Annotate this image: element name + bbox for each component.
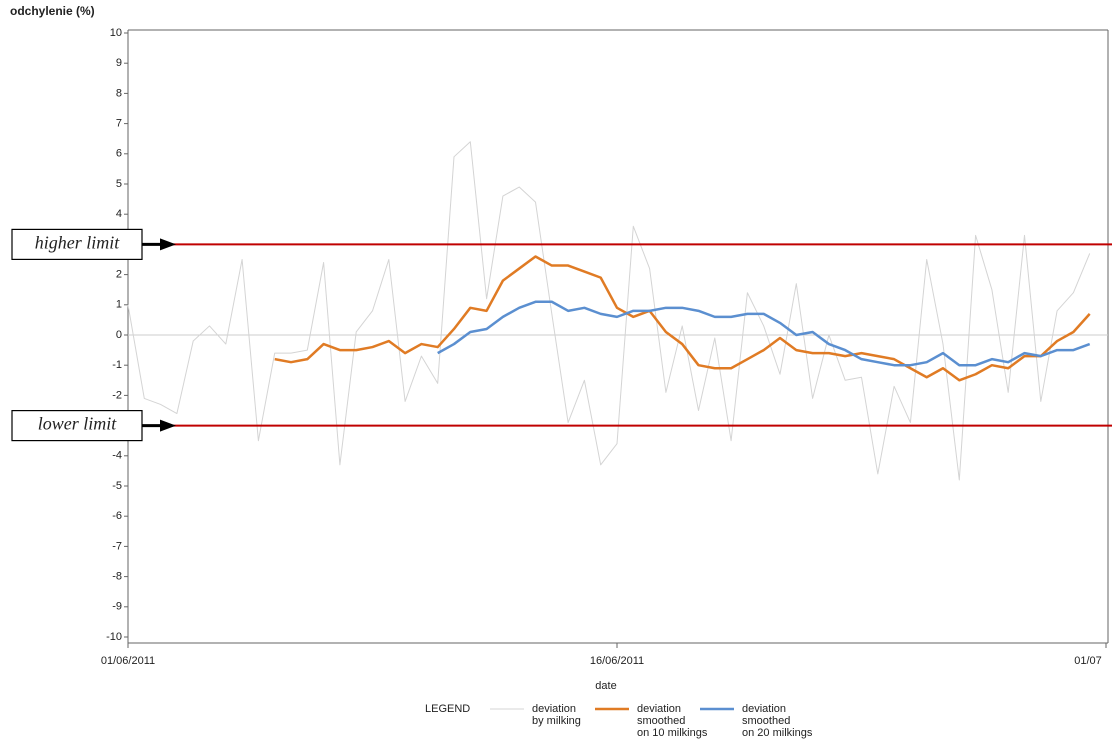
y-tick-label: -9 bbox=[112, 601, 122, 613]
y-tick-label: 7 bbox=[116, 118, 122, 130]
series-line bbox=[437, 300, 1091, 367]
y-tick-label: 2 bbox=[116, 269, 122, 281]
legend-label: deviation by milking bbox=[532, 703, 581, 727]
y-tick-label: -4 bbox=[112, 450, 122, 462]
limit-label: higher limit bbox=[35, 233, 120, 253]
y-tick-label: -1 bbox=[112, 359, 122, 371]
x-tick-label: 16/06/2011 bbox=[590, 655, 644, 667]
limit-box bbox=[11, 228, 143, 260]
x-axis-label: date bbox=[595, 680, 616, 692]
y-tick-label: -5 bbox=[112, 480, 122, 492]
y-tick-label: 10 bbox=[110, 27, 122, 39]
y-axis-label: odchylenie (%) bbox=[10, 4, 95, 18]
limit-arrowhead bbox=[160, 238, 176, 251]
limit-arrowhead bbox=[160, 419, 176, 432]
series-line bbox=[274, 255, 1091, 382]
y-tick-label: -10 bbox=[106, 631, 122, 643]
legend-title: LEGEND bbox=[425, 703, 470, 715]
x-tick-label: 01/07 bbox=[1074, 655, 1102, 667]
legend-label: deviation smoothed on 20 milkings bbox=[742, 703, 813, 739]
y-tick-label: -7 bbox=[112, 540, 122, 552]
y-tick-label: 8 bbox=[116, 87, 122, 99]
y-tick-label: 1 bbox=[116, 299, 122, 311]
y-tick-label: 0 bbox=[116, 329, 122, 341]
limit-label: lower limit bbox=[38, 414, 118, 434]
legend-label: deviation smoothed on 10 milkings bbox=[637, 703, 708, 739]
y-tick-label: -2 bbox=[112, 389, 122, 401]
series-line bbox=[127, 141, 1091, 481]
y-tick-label: 4 bbox=[116, 208, 122, 220]
limit-box bbox=[11, 410, 143, 442]
y-tick-label: -8 bbox=[112, 571, 122, 583]
y-tick-label: 6 bbox=[116, 148, 122, 160]
y-tick-label: 5 bbox=[116, 178, 122, 190]
y-tick-label: -6 bbox=[112, 510, 122, 522]
x-tick-label: 01/06/2011 bbox=[101, 655, 155, 667]
y-tick-label: 9 bbox=[116, 57, 122, 69]
